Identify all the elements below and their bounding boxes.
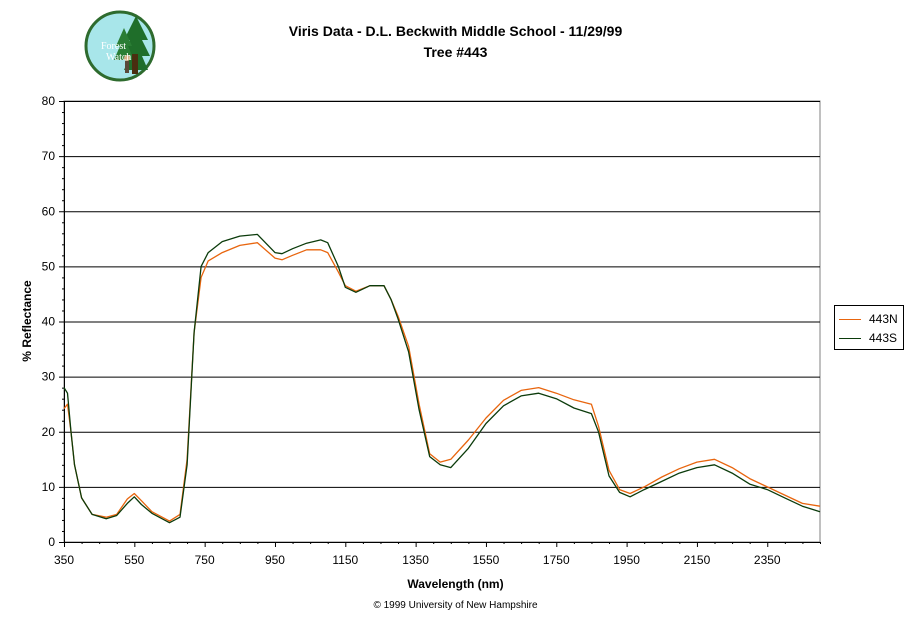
- y-tick-label: 80: [42, 94, 56, 108]
- chart-subtitle: Tree #443: [423, 44, 488, 60]
- y-tick-label: 0: [48, 535, 55, 549]
- x-tick-label: 350: [54, 553, 74, 567]
- x-tick-label: 1350: [402, 553, 429, 567]
- x-tick-label: 1950: [613, 553, 640, 567]
- logo-text-line1: Forest: [101, 41, 126, 52]
- series-line-443n: [63, 242, 821, 522]
- grid-lines: [63, 100, 821, 543]
- series-line-443s: [63, 233, 821, 524]
- x-tick-label: 950: [265, 553, 285, 567]
- forest-watch-logo: Forest Watch: [84, 10, 156, 82]
- x-tick-label: 1150: [332, 553, 358, 567]
- x-axis-label: Wavelength (nm): [407, 577, 504, 591]
- axes: 0 10 20 30 40 50 60 70 80 350 550 750 950 1150 1350 155…: [42, 94, 821, 567]
- x-tick-label: 2350: [754, 553, 781, 567]
- copyright-notice: © 1999 University of New Hampshire: [373, 600, 538, 611]
- y-tick-label: 40: [42, 315, 56, 329]
- x-tick-label: 750: [195, 553, 215, 567]
- x-tick-label: 1750: [543, 553, 570, 567]
- x-tick-label: 2150: [684, 553, 711, 567]
- y-tick-label: 10: [42, 480, 56, 494]
- y-tick-label: 70: [42, 149, 56, 163]
- chart-title: Viris Data - D.L. Beckwith Middle School…: [288, 23, 623, 39]
- legend-item-443s: 443S: [839, 331, 903, 345]
- tree-icon: [114, 16, 150, 74]
- legend-label-443s: 443S: [869, 331, 898, 345]
- legend-item-443n: 443N: [839, 312, 903, 326]
- legend-swatch-443s: [839, 338, 861, 339]
- logo-text-line2: Watch: [106, 52, 131, 63]
- series-lines: [63, 233, 821, 524]
- legend: 443N 443S: [834, 305, 904, 350]
- x-tick-label: 550: [124, 553, 144, 567]
- x-tick-label: 1550: [473, 553, 500, 567]
- person-icon: [124, 55, 130, 73]
- y-tick-label: 50: [42, 259, 56, 273]
- y-tick-label: 20: [42, 425, 56, 439]
- y-axis-label: % Reflectance: [20, 280, 34, 362]
- y-tick-label: 30: [42, 370, 56, 384]
- legend-swatch-443n: [839, 319, 861, 320]
- legend-label-443n: 443N: [869, 312, 898, 326]
- y-tick-label: 60: [42, 204, 56, 218]
